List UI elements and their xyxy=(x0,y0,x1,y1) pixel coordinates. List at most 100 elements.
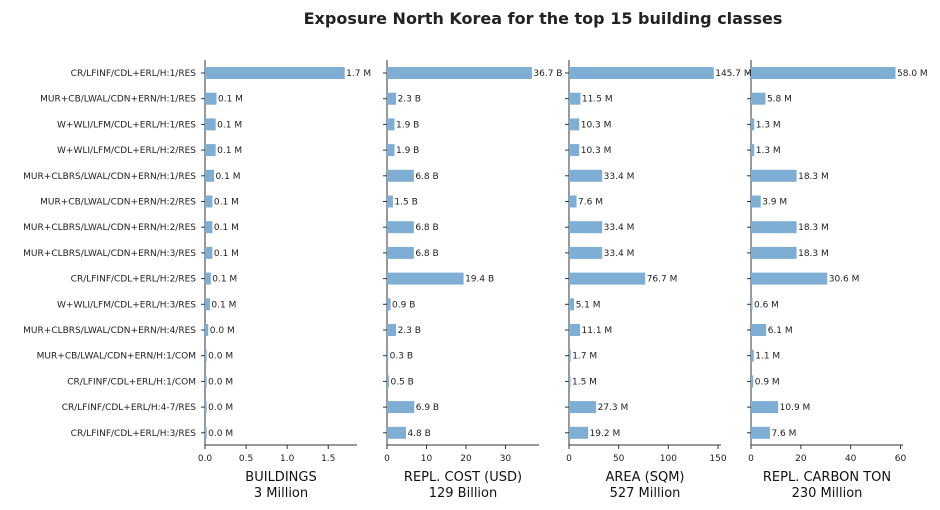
bar-value-label: 18.3 M xyxy=(798,172,829,182)
bar xyxy=(387,324,397,336)
bar xyxy=(205,67,345,79)
bar xyxy=(387,67,532,79)
bar-value-label: 58.0 M xyxy=(897,69,928,79)
bar xyxy=(205,272,211,285)
bar-value-label: 11.1 M xyxy=(582,326,613,336)
bar-value-label: 10.3 M xyxy=(581,146,612,156)
bar xyxy=(751,272,828,285)
bar xyxy=(751,67,896,79)
bar xyxy=(751,349,754,362)
bar xyxy=(751,221,797,234)
bar-value-label: 18.3 M xyxy=(798,223,829,233)
bar-value-label: 5.1 M xyxy=(576,300,601,310)
x-tick-label: 0.5 xyxy=(239,454,253,464)
bar xyxy=(205,426,207,439)
bar xyxy=(387,246,414,259)
bar-value-label: 11.5 M xyxy=(582,95,613,105)
bar xyxy=(751,246,797,259)
bar-value-label: 6.8 B xyxy=(415,172,438,182)
bar xyxy=(751,401,779,414)
bar-value-label: 7.6 M xyxy=(771,429,796,439)
bar-value-label: 2.3 B xyxy=(398,326,421,336)
category-label: W+WLI/LFM/CDL+ERL/H:2/RES xyxy=(57,146,196,156)
bar-value-label: 33.4 M xyxy=(604,249,635,259)
bar-value-label: 30.6 M xyxy=(829,275,860,285)
x-tick-label: 0 xyxy=(566,454,572,464)
bar-value-label: 0.0 M xyxy=(208,429,233,439)
bar xyxy=(205,349,207,362)
bar-value-label: 1.3 M xyxy=(756,120,781,130)
bar xyxy=(569,324,581,336)
bar-value-label: 0.1 M xyxy=(217,146,242,156)
bar xyxy=(387,144,395,157)
bar-value-label: 0.0 M xyxy=(210,326,235,336)
bar-value-label: 3.9 M xyxy=(762,198,787,208)
bar xyxy=(569,349,571,362)
bar-value-label: 6.1 M xyxy=(768,326,793,336)
bar-value-label: 76.7 M xyxy=(647,275,678,285)
bar xyxy=(751,298,753,311)
bar xyxy=(569,169,603,182)
chart-panels: CR/LFINF/CDL+ERL/H:1/RES MUR+CB/LWAL/CDN+… xyxy=(23,60,928,501)
bar xyxy=(751,118,755,131)
x-tick-label: 60 xyxy=(895,454,907,464)
bar-value-label: 1.5 B xyxy=(394,198,417,208)
x-tick-label: 40 xyxy=(845,454,857,464)
bar xyxy=(387,221,414,234)
bar xyxy=(569,426,589,439)
bar xyxy=(751,92,766,105)
x-tick-label: 150 xyxy=(709,454,726,464)
category-label: CR/LFINF/CDL+ERL/H:2/RES xyxy=(71,275,197,285)
x-tick-label: 30 xyxy=(500,454,512,464)
x-tick-label: 1.5 xyxy=(321,454,335,464)
bar xyxy=(751,426,770,439)
bar xyxy=(569,144,580,157)
bar xyxy=(751,375,754,388)
bar xyxy=(751,324,767,336)
bar-value-label: 1.9 B xyxy=(396,120,419,130)
bar xyxy=(387,272,464,285)
bar xyxy=(569,221,603,234)
bar xyxy=(387,375,389,388)
bar-value-label: 4.8 B xyxy=(407,429,430,439)
bar-value-label: 6.8 B xyxy=(415,223,438,233)
bar xyxy=(387,401,415,414)
bar-value-label: 0.1 M xyxy=(216,172,241,182)
bar xyxy=(205,246,213,259)
bar-value-label: 0.9 B xyxy=(392,300,415,310)
x-tick-label: 50 xyxy=(613,454,625,464)
bar xyxy=(387,426,406,439)
category-label: W+WLI/LFM/CDL+ERL/H:1/RES xyxy=(57,120,196,130)
bar xyxy=(205,221,213,234)
bar xyxy=(569,246,603,259)
x-axis-label: REPL. COST (USD) xyxy=(404,470,522,485)
bar-value-label: 0.1 M xyxy=(214,198,239,208)
bar-value-label: 0.3 B xyxy=(390,352,413,362)
bar xyxy=(387,195,393,208)
bar-value-label: 19.4 B xyxy=(465,275,494,285)
category-label: W+WLI/LFM/CDL+ERL/H:3/RES xyxy=(57,300,196,310)
bar-value-label: 36.7 B xyxy=(533,69,562,79)
bar xyxy=(205,144,216,157)
bar-value-label: 5.8 M xyxy=(767,95,792,105)
bar-value-label: 1.7 M xyxy=(572,352,597,362)
category-label: MUR+CLBRS/LWAL/CDN+ERN/H:3/RES xyxy=(23,249,196,259)
x-axis-label: AREA (SQM) xyxy=(605,470,684,485)
x-axis-label: BUILDINGS xyxy=(245,470,316,485)
bar xyxy=(205,169,215,182)
x-axis-label: REPL. CARBON TON xyxy=(763,470,891,485)
bar xyxy=(569,375,571,388)
bar xyxy=(205,375,207,388)
bar-value-label: 0.6 M xyxy=(754,300,779,310)
panel-1: 1.7 M 0.1 M 0.1 M 0.1 M 0.1 M 0.1 M 0.1 M 0.1 M… xyxy=(198,60,371,501)
bar xyxy=(205,195,213,208)
category-label: MUR+CB/LWAL/CDN+ERN/H:2/RES xyxy=(40,198,196,208)
x-tick-label: 20 xyxy=(460,454,472,464)
bar xyxy=(387,298,391,311)
bar xyxy=(205,298,210,311)
bar-value-label: 10.9 M xyxy=(780,403,811,413)
bar-value-label: 0.1 M xyxy=(211,300,236,310)
category-label: MUR+CB/LWAL/CDN+ERN/H:1/COM xyxy=(37,352,196,362)
panel-3: 145.7 M 11.5 M 10.3 M 10.3 M 33.4 M 7.6 M 33.4… xyxy=(565,60,752,501)
category-label: MUR+CLBRS/LWAL/CDN+ERN/H:2/RES xyxy=(23,223,196,233)
